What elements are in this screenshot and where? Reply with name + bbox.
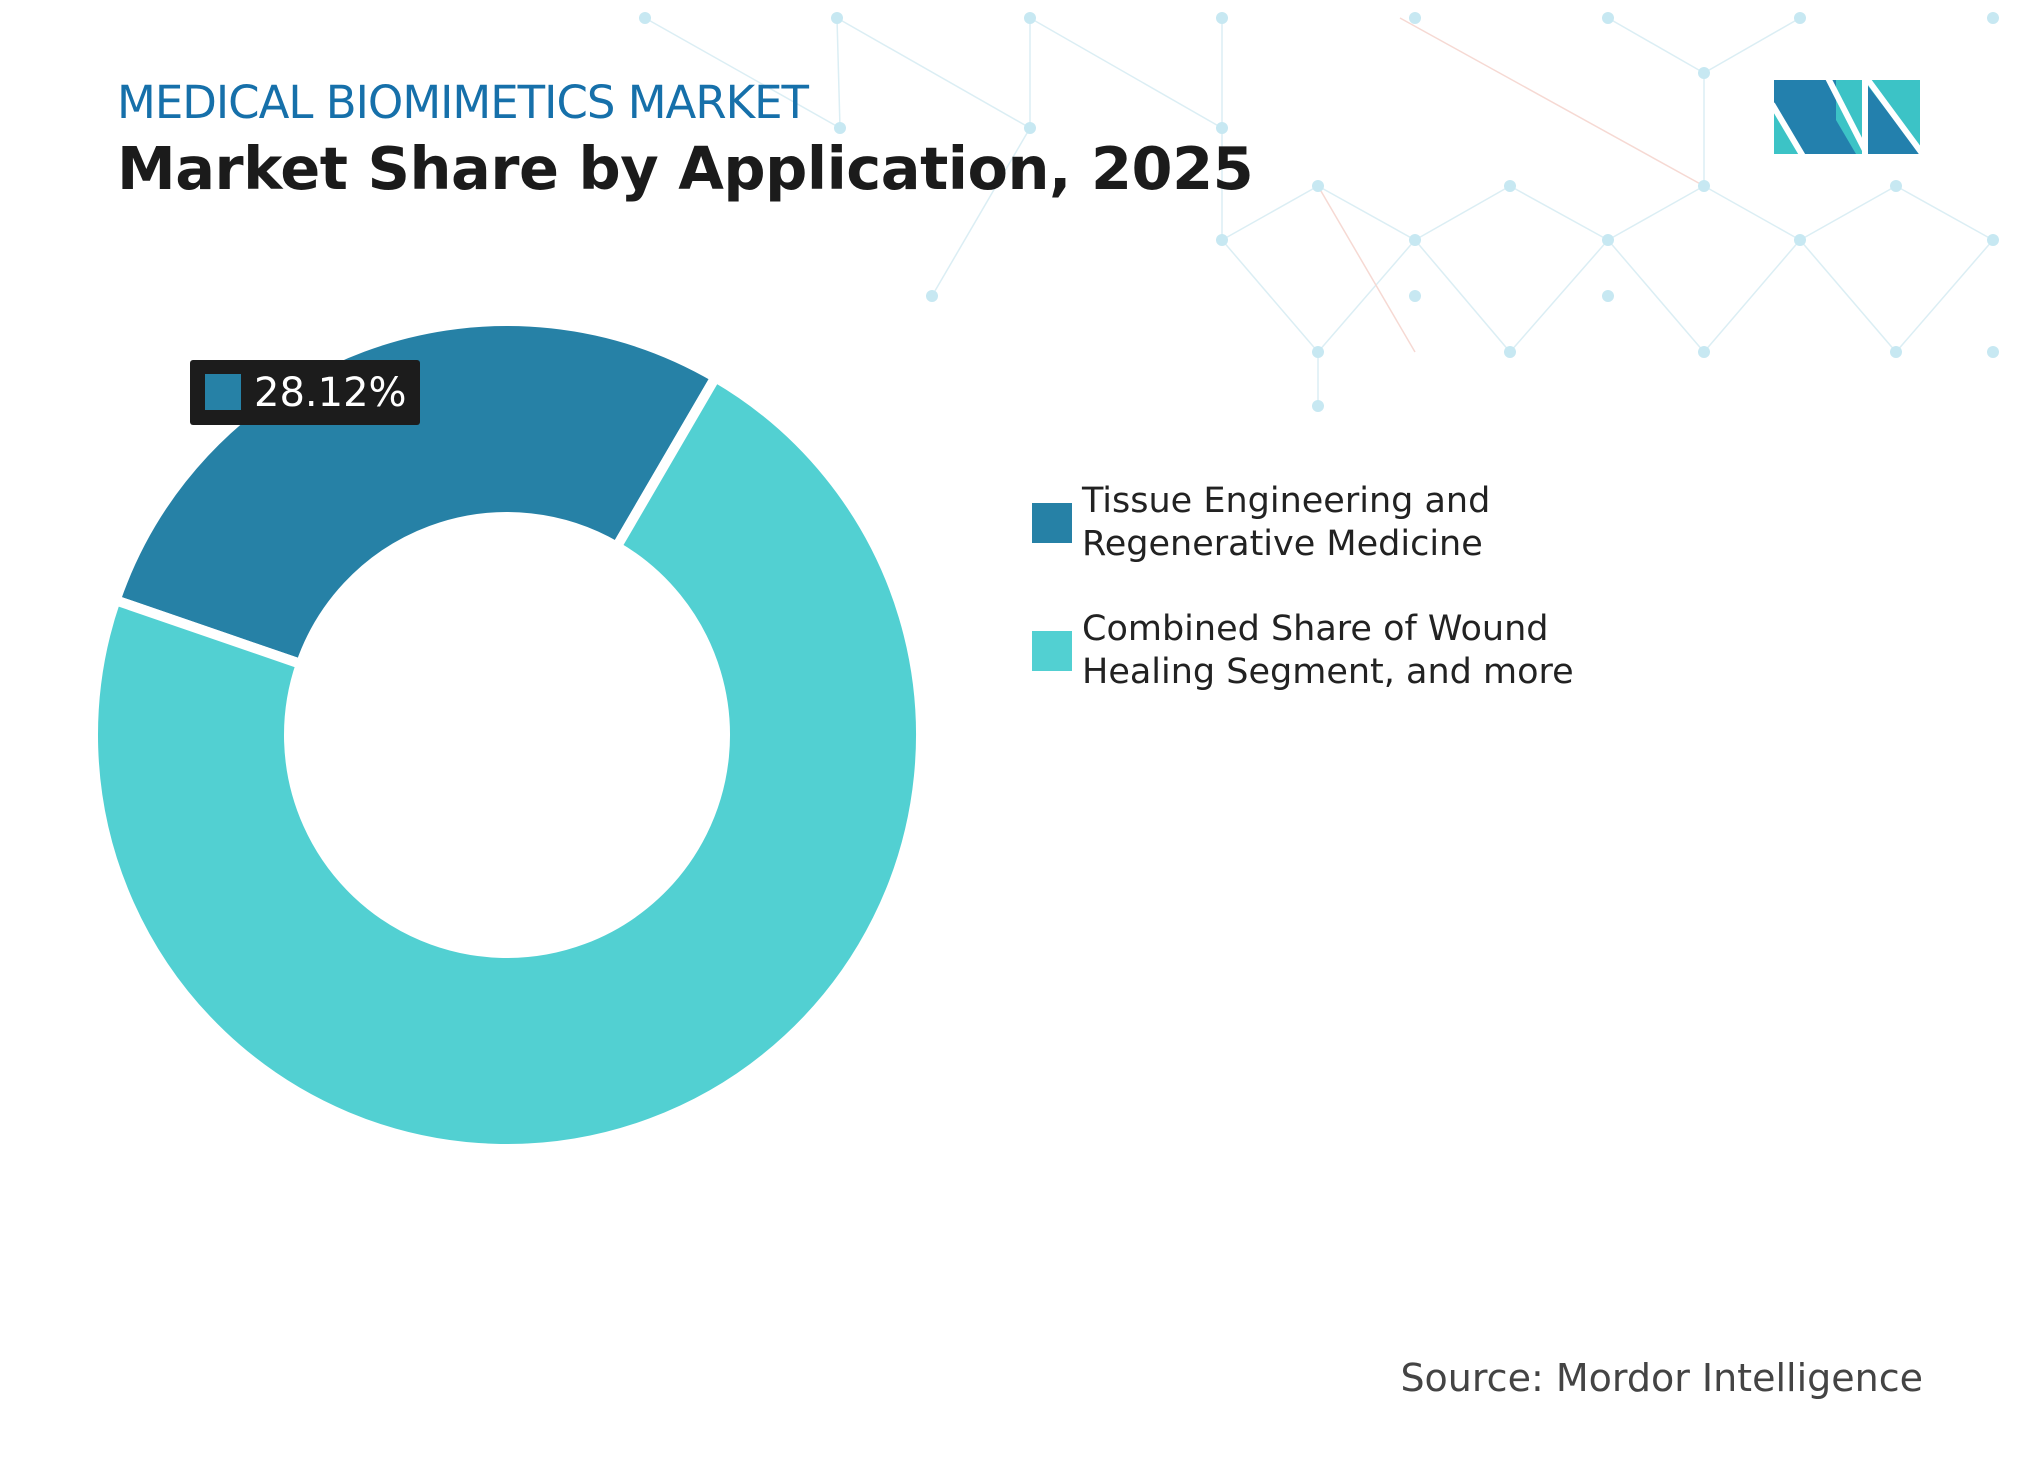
pattern-dot [1504, 180, 1516, 192]
chart-title: Market Share by Application, 2025 [117, 134, 1254, 203]
donut-slice-1 [88, 370, 926, 1154]
pattern-dot [1602, 12, 1614, 24]
data-label-text: 28.12% [254, 370, 407, 416]
pattern-dot [926, 290, 938, 302]
pattern-dot [1698, 67, 1710, 79]
pattern-line [1607, 17, 1705, 74]
pattern-line [1221, 185, 1319, 241]
pattern-dot [1602, 290, 1614, 302]
data-label-0: 28.12% [190, 360, 420, 425]
pattern-dot [1409, 12, 1421, 24]
pattern-line [1317, 185, 1416, 353]
pattern-dot [831, 12, 843, 24]
legend-swatch [1032, 631, 1072, 671]
pattern-dot [1216, 12, 1228, 24]
pattern-line [836, 17, 841, 129]
pattern-dot [1024, 12, 1036, 24]
pattern-dot [1504, 346, 1516, 358]
pattern-dot [1698, 346, 1710, 358]
pattern-dot [1794, 234, 1806, 246]
legend-label: Combined Share of Wound Healing Segment,… [1082, 609, 1574, 692]
pattern-line [1509, 239, 1609, 353]
legend: Tissue Engineering and Regenerative Medi… [1032, 480, 1602, 736]
pattern-dot [1890, 346, 1902, 358]
legend-item: Tissue Engineering and Regenerative Medi… [1032, 480, 1602, 566]
pattern-line [1703, 239, 1801, 353]
pattern-dot [1312, 180, 1324, 192]
pattern-line [1895, 185, 1994, 241]
pattern-line [1317, 239, 1416, 353]
pattern-dot [1698, 180, 1710, 192]
pattern-dot [1794, 12, 1806, 24]
pattern-dot [1602, 234, 1614, 246]
pattern-line [1607, 185, 1705, 241]
pattern-dot [1890, 180, 1902, 192]
mordor-logo [1774, 80, 1920, 154]
pattern-line [644, 17, 841, 129]
pattern-dot [639, 12, 651, 24]
pattern-dot [834, 122, 846, 134]
pattern-dot [1987, 234, 1999, 246]
pattern-dot [1987, 12, 1999, 24]
pattern-dot [1312, 346, 1324, 358]
pattern-dot [1024, 122, 1036, 134]
pattern-line [1703, 185, 1801, 241]
pattern-dot [1409, 290, 1421, 302]
pattern-dot [1312, 400, 1324, 412]
pattern-line [1414, 185, 1511, 241]
data-label-box [190, 360, 420, 425]
pattern-dot [1987, 346, 1999, 358]
pattern-line [1317, 185, 1416, 241]
pattern-dot [1216, 234, 1228, 246]
pattern-dot [1216, 122, 1228, 134]
data-label-swatch [205, 374, 241, 410]
pattern-line [1703, 17, 1801, 74]
pattern-line [1799, 239, 1897, 353]
legend-swatch [1032, 503, 1072, 543]
pattern-line [1895, 239, 1994, 353]
pattern-line [1029, 17, 1223, 129]
pattern-line [1414, 239, 1511, 353]
pattern-line [1799, 185, 1897, 241]
pattern-line [931, 127, 1031, 297]
pattern-dot [1409, 234, 1421, 246]
pattern-line [1221, 239, 1319, 353]
legend-label: Tissue Engineering and Regenerative Medi… [1082, 481, 1491, 564]
chart-subtitle: MEDICAL BIOMIMETICS MARKET [117, 76, 809, 129]
pattern-line [836, 17, 1031, 129]
source-note: Source: Mordor Intelligence [1400, 1356, 1923, 1400]
legend-item: Combined Share of Wound Healing Segment,… [1032, 608, 1602, 694]
pattern-line [1399, 17, 1705, 187]
pattern-line [1509, 185, 1609, 241]
pattern-line [1607, 239, 1705, 353]
